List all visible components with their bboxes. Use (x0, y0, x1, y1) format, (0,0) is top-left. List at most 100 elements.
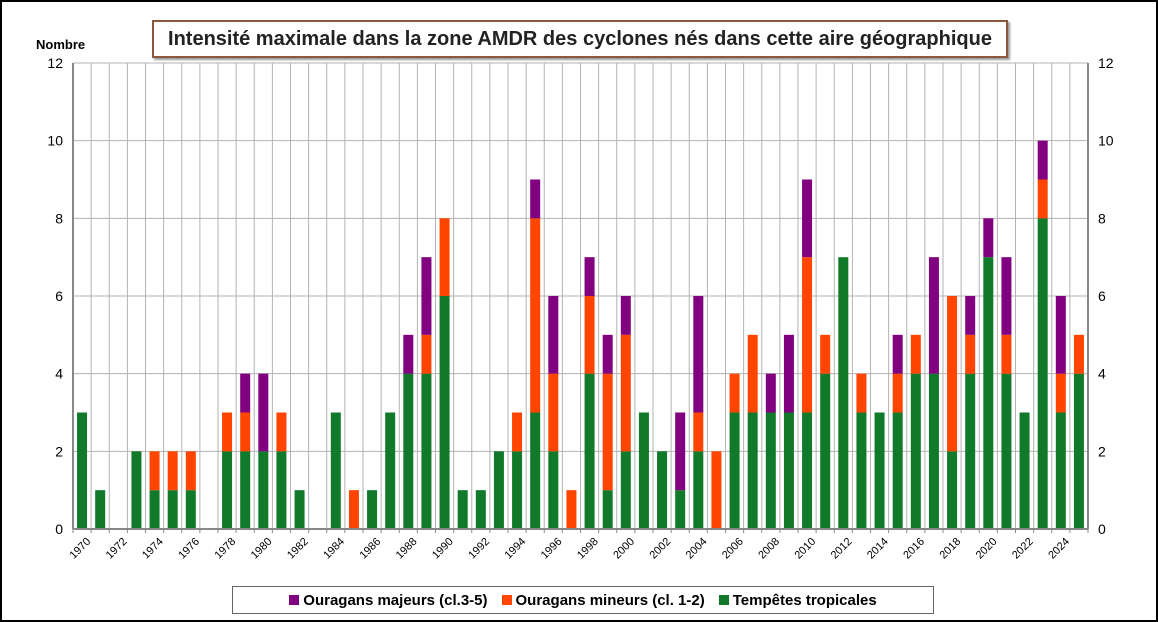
bar-major-2009 (783, 334, 794, 413)
x-tick-label: 1988 (394, 536, 420, 562)
bar-storm-2003 (675, 490, 686, 529)
x-tick-label: 1970 (67, 536, 93, 562)
bar-minor-2015 (892, 373, 903, 413)
bar-storm-2001 (638, 412, 649, 529)
bar-storm-2013 (856, 412, 867, 529)
y-tick-label-right: 8 (1098, 210, 1106, 226)
bar-major-2004 (693, 296, 704, 413)
bar-minor-1976 (185, 451, 196, 491)
bar-minor-1981 (276, 412, 287, 452)
x-tick-label: 2002 (647, 536, 673, 562)
bar-major-2020 (983, 218, 994, 258)
bar-storm-1991 (457, 490, 468, 529)
bar-minor-2021 (1001, 334, 1012, 374)
bar-storm-1982 (294, 490, 305, 529)
legend-label-major: Ouragans majeurs (cl.3-5) (303, 591, 488, 609)
y-tick-label-left: 10 (47, 133, 63, 149)
y-tick-label-left: 8 (55, 210, 63, 226)
bar-minor-1979 (240, 412, 251, 452)
bar-storm-1999 (602, 490, 613, 529)
bar-minor-2010 (802, 257, 813, 413)
x-tick-label: 1998 (575, 536, 601, 562)
x-tick-label: 1976 (176, 536, 202, 562)
bar-minor-2005 (711, 451, 722, 529)
y-tick-labels-right: 0 2 4 6 8 10 12 (1098, 55, 1114, 537)
bar-storm-1971 (95, 490, 106, 529)
bar-minor-1994 (512, 412, 523, 452)
x-tick-label: 1974 (140, 536, 166, 562)
bar-storm-1993 (493, 451, 504, 529)
bar-minor-2016 (910, 334, 921, 374)
bar-minor-2004 (693, 412, 704, 452)
bar-minor-2025 (1073, 334, 1084, 374)
bar-major-2003 (675, 412, 686, 491)
legend-swatch-storm (718, 595, 729, 605)
bar-storm-2018 (947, 451, 958, 529)
bar-minor-1990 (439, 218, 450, 296)
bar-minor-1974 (149, 451, 160, 491)
bar-storm-1973 (131, 451, 142, 529)
bar-minor-1996 (548, 373, 559, 452)
bar-major-1995 (530, 179, 541, 219)
bar-minor-1997 (566, 490, 577, 529)
bar-storm-2012 (838, 257, 849, 529)
legend-item-minor: Ouragans mineurs (cl. 1-2) (501, 592, 705, 609)
y-tick-label-right: 6 (1098, 288, 1106, 304)
x-tick-label: 2004 (684, 536, 710, 562)
x-tick-label: 2022 (1010, 536, 1036, 562)
bar-storm-1996 (548, 451, 559, 529)
y-tick-label-left: 6 (55, 288, 63, 304)
bar-storm-1979 (240, 451, 251, 529)
bar-storm-2002 (657, 451, 668, 529)
bar-major-1979 (240, 373, 251, 413)
bar-major-2008 (765, 373, 776, 413)
bar-major-2010 (802, 179, 813, 258)
bar-storm-2011 (820, 373, 831, 529)
x-tick-label: 1984 (321, 536, 347, 562)
y-tick-label-right: 10 (1098, 133, 1114, 149)
bar-storm-2009 (783, 412, 794, 529)
x-tick-label: 2006 (720, 536, 746, 562)
bar-storm-1987 (385, 412, 396, 529)
bar-storm-2023 (1037, 218, 1048, 530)
bar-storm-1974 (149, 490, 160, 529)
bar-major-1998 (584, 257, 595, 296)
bar-storm-2016 (910, 373, 921, 529)
bar-major-2017 (928, 257, 939, 374)
x-tick-label: 1994 (502, 536, 528, 562)
bar-storm-1990 (439, 296, 450, 529)
y-tick-labels-left: 0 2 4 6 8 10 12 (47, 55, 63, 537)
x-tick-labels: 1970 1972 1974 1976 1978 1980 1982 1984 1986 1988… (67, 536, 1072, 562)
bar-minor-1999 (602, 373, 613, 491)
bar-storm-2008 (765, 412, 776, 529)
bar-storm-2007 (747, 412, 758, 529)
bar-storm-1989 (421, 373, 432, 529)
bar-major-1999 (602, 334, 613, 374)
bar-minor-2006 (729, 373, 740, 413)
x-tick-label: 2024 (1046, 536, 1072, 562)
bar-storm-1981 (276, 451, 287, 529)
x-tick-label: 1996 (539, 536, 565, 562)
bar-minor-2011 (820, 334, 831, 374)
bar-storm-1986 (367, 490, 378, 529)
bar-minor-2007 (747, 334, 758, 413)
bar-major-2023 (1037, 140, 1048, 180)
x-tick-label: 1986 (357, 536, 383, 562)
y-tick-label-left: 12 (47, 55, 63, 71)
bar-storm-2000 (620, 451, 631, 529)
bar-minor-2018 (947, 296, 958, 452)
bar-major-1996 (548, 296, 559, 374)
bar-storm-1978 (222, 451, 233, 529)
legend: Ouragans majeurs (cl.3-5) Ouragans mineu… (232, 586, 934, 614)
y-tick-label-left: 0 (55, 521, 63, 537)
bar-storm-2010 (802, 412, 813, 529)
bar-minor-2013 (856, 373, 867, 413)
x-tick-label: 2012 (829, 536, 855, 562)
y-tick-label-right: 2 (1098, 443, 1106, 459)
bar-storm-1998 (584, 373, 595, 529)
y-tick-label-left: 2 (55, 443, 63, 459)
bar-storm-1975 (167, 490, 178, 529)
bar-storm-1994 (512, 451, 523, 529)
bar-storm-1984 (330, 412, 341, 529)
